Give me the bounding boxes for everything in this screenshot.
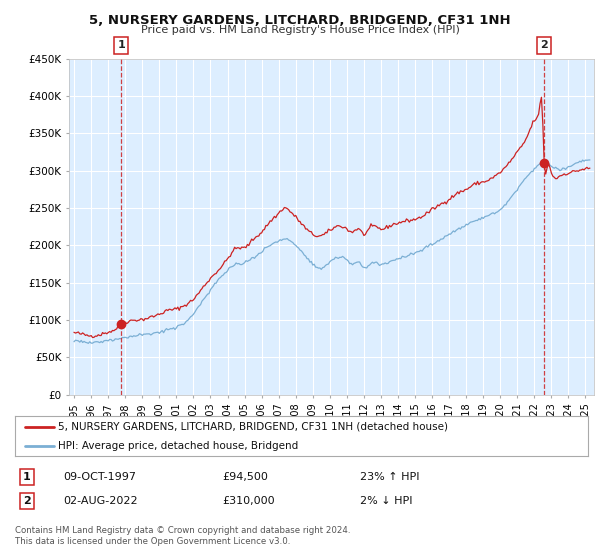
Text: 02-AUG-2022: 02-AUG-2022 <box>63 496 137 506</box>
Text: 1: 1 <box>23 472 31 482</box>
Text: 2: 2 <box>541 40 548 50</box>
Text: 5, NURSERY GARDENS, LITCHARD, BRIDGEND, CF31 1NH: 5, NURSERY GARDENS, LITCHARD, BRIDGEND, … <box>89 14 511 27</box>
Text: 1: 1 <box>118 40 125 50</box>
Text: 2% ↓ HPI: 2% ↓ HPI <box>360 496 413 506</box>
Text: £310,000: £310,000 <box>222 496 275 506</box>
Text: HPI: Average price, detached house, Bridgend: HPI: Average price, detached house, Brid… <box>58 441 298 450</box>
Text: Price paid vs. HM Land Registry's House Price Index (HPI): Price paid vs. HM Land Registry's House … <box>140 25 460 35</box>
Text: £94,500: £94,500 <box>222 472 268 482</box>
Text: 5, NURSERY GARDENS, LITCHARD, BRIDGEND, CF31 1NH (detached house): 5, NURSERY GARDENS, LITCHARD, BRIDGEND, … <box>58 422 448 432</box>
Text: 23% ↑ HPI: 23% ↑ HPI <box>360 472 419 482</box>
Text: 09-OCT-1997: 09-OCT-1997 <box>63 472 136 482</box>
Text: Contains HM Land Registry data © Crown copyright and database right 2024.
This d: Contains HM Land Registry data © Crown c… <box>15 526 350 546</box>
Text: 2: 2 <box>23 496 31 506</box>
